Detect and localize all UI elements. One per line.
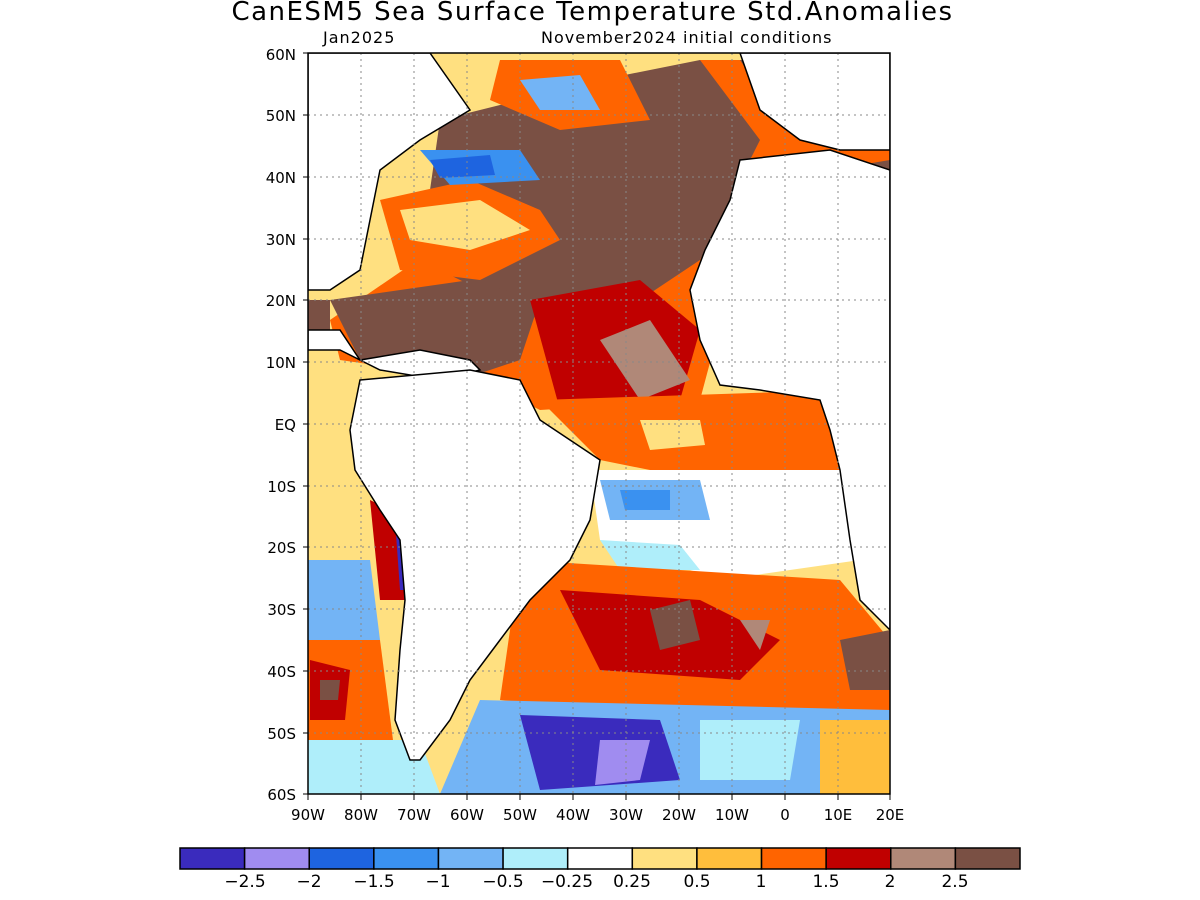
lat-label: 40N: [266, 169, 296, 187]
colorbar-tick-label: 1.5: [812, 872, 839, 892]
lat-label: 40S: [267, 663, 296, 681]
lon-label: 80W: [344, 806, 378, 824]
lat-label: 50N: [266, 107, 296, 125]
lon-label: 30W: [609, 806, 643, 824]
lat-label: 60N: [266, 46, 296, 64]
lat-label: 10S: [267, 478, 296, 496]
colorbar: [179, 847, 1021, 870]
lat-label: 60S: [267, 786, 296, 804]
lon-label: 10E: [824, 806, 853, 824]
land-masses: [308, 53, 890, 761]
colorbar-swatch: [373, 847, 440, 870]
colorbar-tick-label: −1.5: [353, 872, 394, 892]
colorbar-swatch: [308, 847, 375, 870]
colorbar-tick-label: 1: [756, 872, 767, 892]
latitude-labels: 60N 50N 40N 30N 20N 10N EQ 10S 20S 30S 4…: [266, 46, 296, 804]
lon-label: 10W: [715, 806, 749, 824]
colorbar-tick-label: −0.25: [541, 872, 593, 892]
lon-label: 60W: [450, 806, 484, 824]
lon-label: 20E: [876, 806, 905, 824]
initial-conditions-label: November2024 initial conditions: [541, 28, 833, 47]
colorbar-tick-label: −1: [425, 872, 450, 892]
colorbar-swatch: [502, 847, 569, 870]
colorbar-swatch: [243, 847, 310, 870]
colorbar-tick-label: 0.25: [613, 872, 651, 892]
colorbar-swatch: [179, 847, 246, 870]
colorbar-tick-label: −2.5: [224, 872, 265, 892]
colorbar-tick-label: −0.5: [482, 872, 523, 892]
grid-lines: [308, 53, 890, 794]
colorbar-tick-label: 2: [885, 872, 896, 892]
colorbar-tick-label: 0.5: [683, 872, 710, 892]
north-america-land: [308, 53, 472, 291]
lat-label: 20N: [266, 292, 296, 310]
africa-land: [689, 149, 890, 632]
lat-label: 30N: [266, 231, 296, 249]
colorbar-labels: −2.5 −2 −1.5 −1 −0.5 −0.25 0.25 0.5 1 1.…: [224, 872, 968, 892]
lon-label: 20W: [662, 806, 696, 824]
forecast-month: Jan2025: [323, 28, 396, 47]
colorbar-swatch: [890, 847, 957, 870]
colorbar-swatch: [760, 847, 827, 870]
south-america-land: [349, 369, 601, 761]
lat-label: 50S: [267, 725, 296, 743]
map-title: CanESM5 Sea Surface Temperature Std.Anom…: [231, 0, 954, 27]
lat-label: 20S: [267, 539, 296, 557]
lat-label: 10N: [266, 354, 296, 372]
tick-marks: [303, 52, 891, 800]
lon-label: 70W: [397, 806, 431, 824]
colorbar-tick-label: 2.5: [941, 872, 968, 892]
colorbar-swatch: [825, 847, 892, 870]
lon-label: 0: [780, 806, 790, 824]
longitude-labels: 90W 80W 70W 60W 50W 40W 30W 20W 10W 0 10…: [291, 806, 904, 824]
lat-label: EQ: [275, 416, 296, 434]
colorbar-swatch: [631, 847, 698, 870]
lon-label: 40W: [556, 806, 590, 824]
lon-label: 50W: [503, 806, 537, 824]
colorbar-swatch: [954, 847, 1021, 870]
lon-label: 90W: [291, 806, 325, 824]
colorbar-swatch: [437, 847, 504, 870]
colorbar-swatch: [566, 847, 634, 870]
colorbar-swatch: [696, 847, 763, 870]
europe-land: [739, 53, 890, 151]
colorbar-tick-label: −2: [296, 872, 321, 892]
central-america-land: [308, 329, 482, 381]
lat-label: 30S: [267, 601, 296, 619]
